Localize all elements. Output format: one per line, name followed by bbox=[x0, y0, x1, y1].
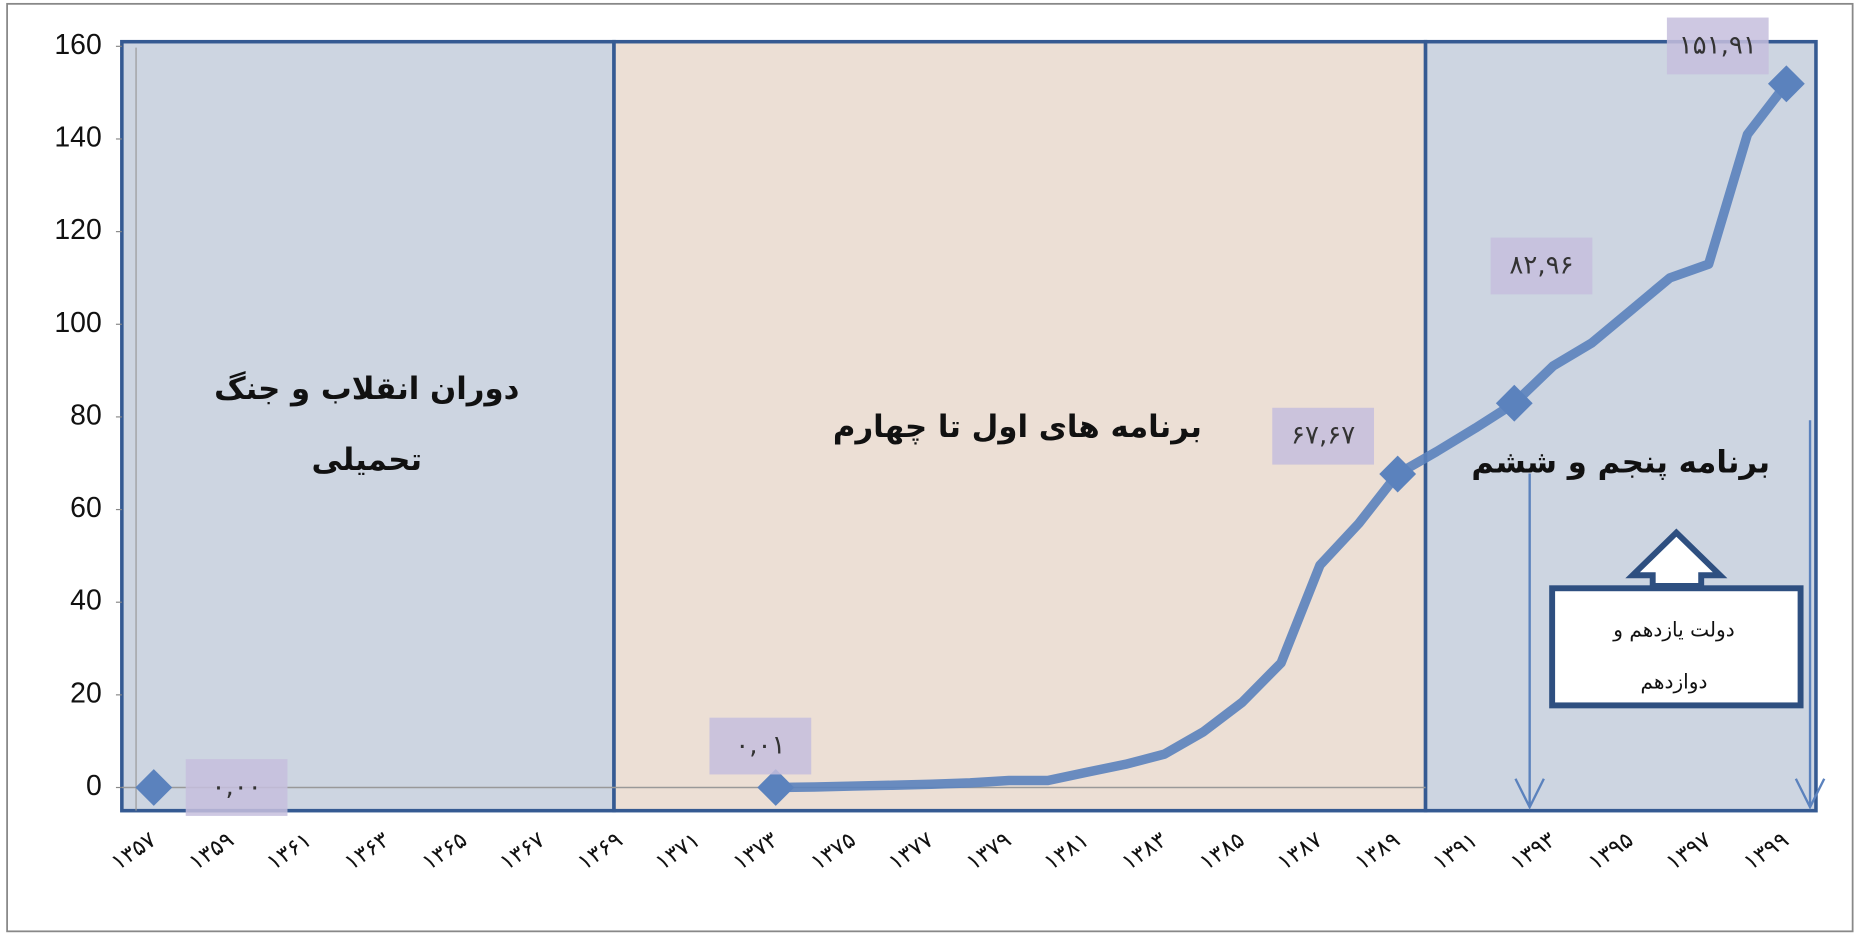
callout-text: دولت یازدهم و bbox=[1612, 617, 1734, 641]
value-label-box bbox=[185, 759, 288, 816]
value-label: ۶۷,۶۷ bbox=[1291, 421, 1355, 451]
annotation: برنامه پنجم و ششم bbox=[1471, 445, 1770, 481]
y-tick-label: 20 bbox=[70, 677, 102, 709]
arrow-head bbox=[1794, 778, 1826, 810]
y-tick-label: 100 bbox=[54, 307, 101, 339]
y-tick-label: 160 bbox=[54, 29, 101, 61]
value-label-box bbox=[709, 717, 812, 775]
region-revolution bbox=[120, 39, 616, 813]
y-tick-label: 40 bbox=[70, 585, 102, 617]
value-label: ۰,۰۱ bbox=[735, 731, 785, 761]
y-tick-label: 60 bbox=[70, 492, 102, 524]
arrow-head bbox=[1514, 778, 1545, 810]
annotation: برنامه های اول تا چهارم bbox=[833, 409, 1202, 445]
frame bbox=[6, 2, 1854, 933]
y-tick-label: 80 bbox=[70, 399, 102, 431]
annotation: دوران انقلاب و جنگ bbox=[214, 371, 519, 407]
value-label: ۱۵۱,۹۱ bbox=[1679, 30, 1757, 60]
y-tick-label: 120 bbox=[54, 214, 101, 246]
y-tick-label: 0 bbox=[86, 770, 102, 802]
line bbox=[770, 79, 1792, 793]
marker bbox=[757, 769, 795, 806]
value-label-box bbox=[1666, 17, 1769, 75]
annotation: تحمیلی bbox=[311, 442, 422, 478]
callout-text: دوازدهم bbox=[1641, 669, 1708, 693]
value-label: ۰,۰۰ bbox=[212, 772, 262, 802]
value-label-box bbox=[1490, 237, 1593, 295]
value-label: ۸۲,۹۶ bbox=[1509, 250, 1573, 280]
value-label-box bbox=[1272, 407, 1375, 465]
y-tick-label: 140 bbox=[54, 121, 101, 153]
axes: 0 20 40 60 80 100 120 140 160 bbox=[54, 29, 1426, 802]
callout-arrow bbox=[1625, 528, 1728, 589]
